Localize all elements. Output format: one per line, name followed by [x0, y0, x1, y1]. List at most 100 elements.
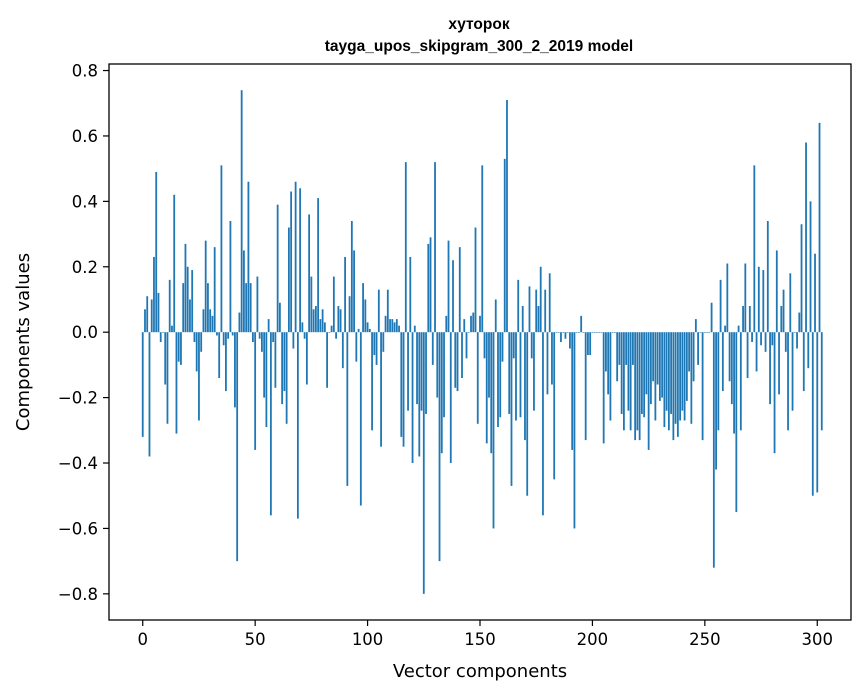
bar-160: [501, 332, 504, 362]
bar-162: [506, 99, 508, 333]
bar-143: [463, 319, 466, 333]
bar-79: [319, 319, 322, 333]
bar-244: [690, 332, 693, 424]
bar-36: [222, 332, 225, 346]
x-tick-label: 250: [689, 630, 721, 649]
bar-301: [818, 122, 821, 333]
bar-266: [739, 332, 742, 431]
bar-90: [344, 256, 346, 333]
bar-77: [314, 306, 317, 333]
bar-283: [778, 332, 780, 395]
bar-71: [301, 322, 304, 333]
bar-154: [488, 332, 490, 398]
bar-133: [440, 332, 443, 454]
bar-152: [483, 332, 486, 359]
bar-185: [557, 332, 560, 333]
bar-113: [395, 319, 398, 333]
bar-259: [724, 325, 726, 333]
bar-236: [672, 332, 675, 441]
bar-299: [814, 253, 816, 333]
bar-284: [780, 306, 783, 333]
bar-226: [649, 332, 652, 405]
bar-119: [409, 256, 412, 333]
bar-249: [701, 332, 704, 441]
bar-278: [766, 220, 769, 333]
bar-187: [562, 332, 565, 333]
bar-25: [198, 332, 200, 421]
bar-302: [820, 332, 823, 431]
bar-150: [479, 315, 481, 333]
bar-277: [764, 332, 767, 352]
bar-287: [787, 332, 789, 431]
bar-210: [614, 332, 616, 333]
bar-276: [762, 270, 765, 333]
bar-84: [330, 325, 333, 333]
bar-288: [789, 273, 792, 333]
bar-211: [616, 332, 619, 382]
bar-55: [265, 332, 268, 428]
bar-294: [802, 332, 805, 392]
bar-131: [436, 332, 439, 398]
bar-291: [796, 332, 798, 349]
bar-246: [694, 319, 697, 333]
bar-98: [362, 283, 364, 333]
bar-111: [391, 319, 394, 333]
y-axis-label: Components values: [13, 253, 34, 431]
bar-61: [278, 302, 281, 333]
bar-89: [341, 332, 344, 369]
bar-1: [144, 309, 146, 333]
bar-262: [730, 332, 733, 405]
bar-140: [456, 332, 459, 392]
bar-104: [375, 332, 378, 365]
bar-6: [155, 171, 158, 333]
bar-130: [434, 162, 436, 333]
bar-234: [667, 332, 670, 431]
bar-14: [173, 194, 176, 333]
bar-280: [771, 332, 774, 346]
bar-202: [596, 332, 598, 333]
bar-171: [526, 332, 529, 496]
x-axis-ticks: 0 50 100 150 200 250 300: [137, 620, 833, 649]
bar-144: [465, 332, 468, 359]
bar-286: [784, 332, 787, 352]
bar-42: [236, 332, 239, 562]
bar-126: [425, 332, 427, 414]
bar-229: [656, 332, 659, 385]
bar-22: [191, 270, 194, 333]
bar-158: [497, 332, 499, 428]
bar-282: [775, 250, 778, 333]
bar-82: [326, 332, 328, 388]
bar-116: [402, 332, 405, 447]
bar-281: [773, 332, 776, 454]
bar-65: [287, 227, 290, 333]
bar-297: [809, 201, 812, 333]
bar-4: [150, 299, 153, 333]
bar-125: [422, 332, 425, 594]
bar-122: [416, 332, 418, 405]
x-tick-label: 100: [352, 630, 384, 649]
bar-2: [146, 296, 149, 333]
bar-298: [811, 332, 814, 496]
bar-192: [573, 332, 576, 529]
bar-97: [359, 332, 362, 506]
bar-181: [548, 273, 551, 333]
bar-105: [377, 289, 380, 333]
bar-38: [227, 332, 230, 339]
bar-169: [521, 306, 524, 333]
bar-112: [393, 322, 396, 333]
bar-69: [296, 332, 299, 519]
bar-51: [256, 276, 259, 333]
bar-92: [348, 296, 351, 333]
bar-175: [535, 289, 538, 333]
bar-168: [519, 332, 522, 418]
bar-121: [413, 325, 416, 333]
bar-209: [611, 332, 614, 333]
bar-275: [760, 332, 762, 346]
bar-161: [503, 158, 506, 333]
x-tick-label: 150: [464, 630, 496, 649]
bar-195: [580, 315, 583, 333]
bar-146: [470, 315, 472, 333]
bar-0: [141, 332, 144, 437]
bar-271: [751, 332, 753, 342]
bar-19: [184, 243, 187, 333]
